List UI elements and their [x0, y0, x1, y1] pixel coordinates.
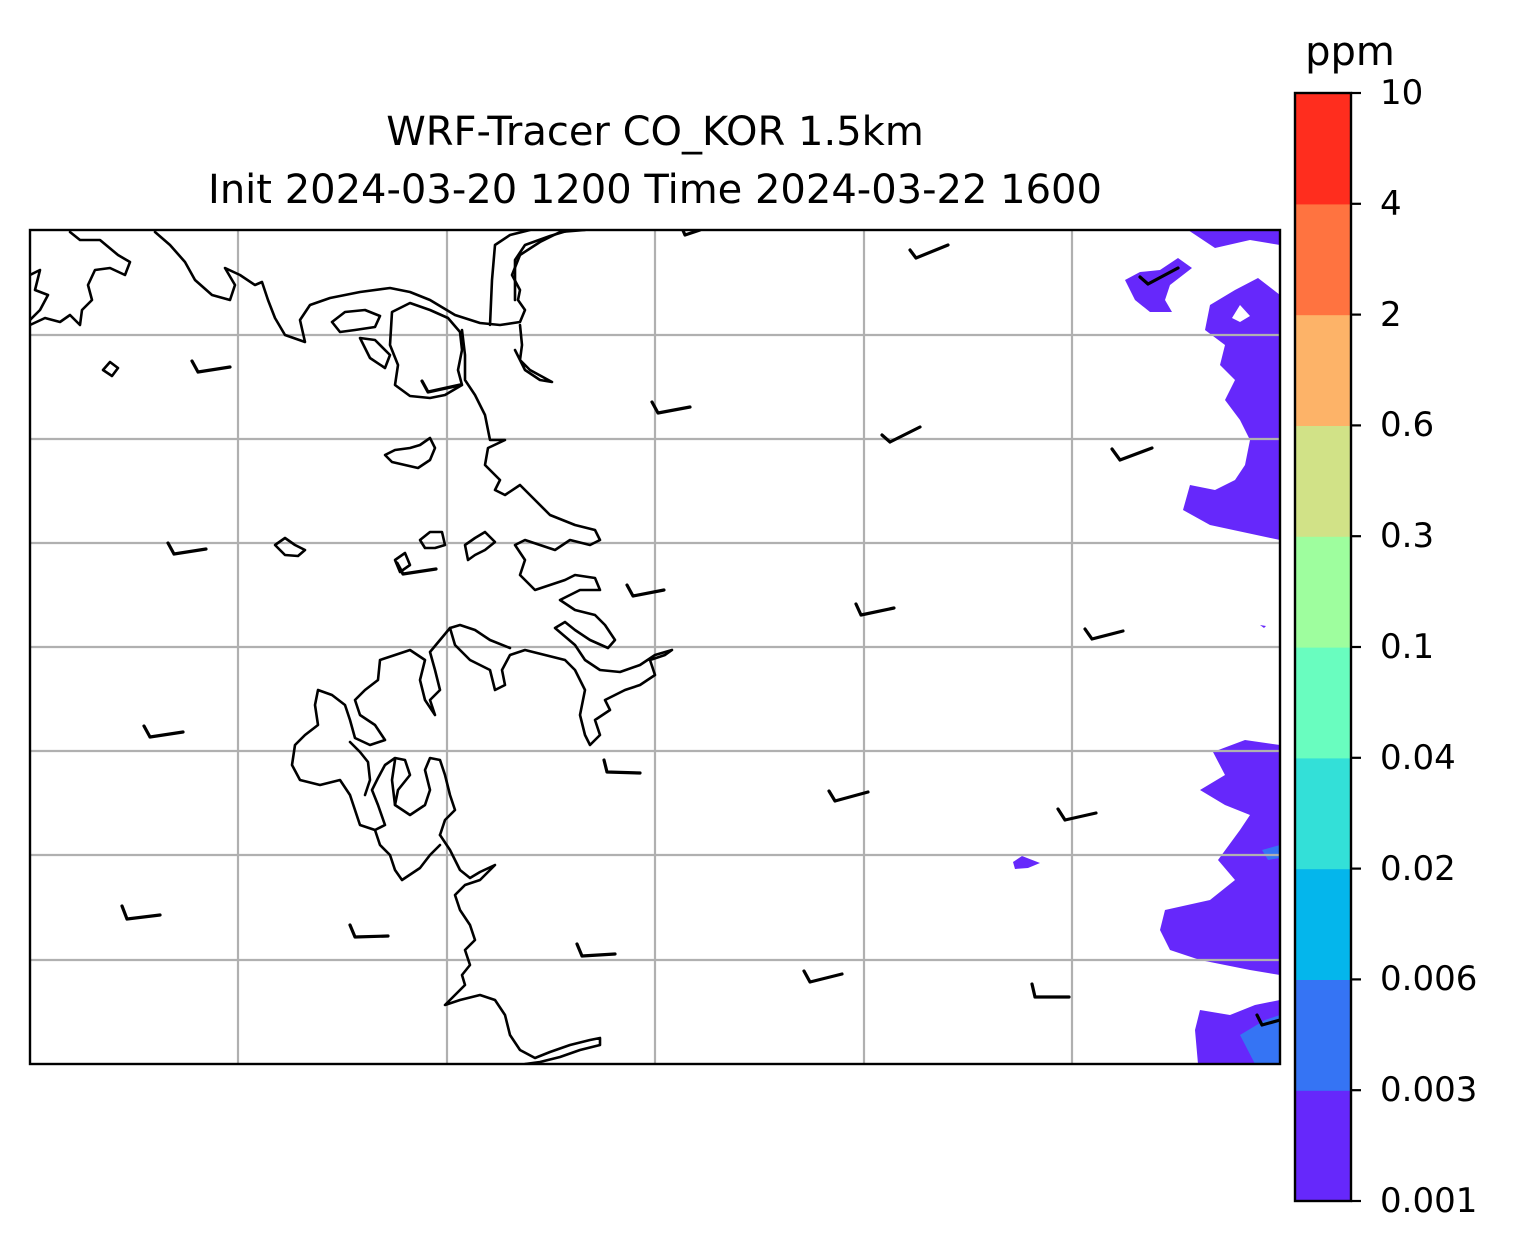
colorbar-ticks [1351, 91, 1361, 1203]
tracer-region-east-south [1160, 740, 1280, 975]
wind-barb [1138, 266, 1180, 286]
coastline-island-mid-2 [418, 530, 447, 550]
coastline-ganghwa-island [388, 301, 464, 400]
colorbar-tick-label: 2 [1380, 294, 1402, 335]
colorbar [1293, 91, 1361, 1203]
figure-title: WRF-Tracer CO_KOR 1.5km [386, 109, 924, 155]
colorbar-tick-label: 0.003 [1380, 1070, 1478, 1111]
colorbar-band [1295, 93, 1351, 205]
wind-barb [908, 243, 950, 260]
wind-barb [602, 758, 642, 775]
coastlines [30, 230, 674, 1064]
colorbar-band [1295, 647, 1351, 759]
coastline-island-north-2 [358, 336, 392, 370]
tracer-region-east-north [1183, 230, 1280, 540]
coastline-island-mid-3 [463, 530, 497, 562]
gridlines [30, 230, 1280, 1064]
wind-barb [802, 969, 844, 984]
coastline-han-estuary [488, 230, 572, 384]
colorbar-bands [1295, 93, 1351, 1202]
tracer-blob-small [1013, 856, 1040, 869]
colorbar-tick-label: 10 [1380, 73, 1424, 113]
wind-barb [348, 923, 390, 939]
wind-barb [420, 379, 462, 394]
tracer-blob-north-hole [1232, 305, 1250, 322]
colorbar-band [1295, 536, 1351, 648]
colorbar-band [1295, 203, 1351, 316]
colorbar-band [1295, 868, 1351, 980]
tracer-speck [1260, 625, 1266, 628]
wind-barb [190, 359, 232, 374]
colorbar-unit-label: ppm [1305, 29, 1395, 75]
coastline-peninsula-inner [348, 740, 397, 807]
coastline-taean [438, 833, 602, 1064]
map-panel [28, 228, 1282, 1066]
colorbar-tick-label: 0.006 [1380, 959, 1478, 1000]
coastline-west-main [448, 328, 674, 747]
colorbar-tick-label: 4 [1380, 183, 1402, 224]
wind-barb [1083, 627, 1125, 641]
colorbar-frame [1293, 91, 1353, 1203]
wind-barb [650, 400, 692, 415]
wind-barb [1030, 982, 1071, 999]
coastline-incheon-islands [383, 436, 437, 470]
wind-barb [880, 425, 922, 444]
colorbar-tick-label: 0.001 [1380, 1181, 1478, 1221]
coastline-asan-bay [290, 626, 457, 837]
colorbar-band [1295, 1090, 1351, 1202]
wind-barb [142, 724, 185, 739]
colorbar-band [1295, 757, 1351, 870]
colorbar-band [1295, 979, 1351, 1091]
wind-barb [827, 789, 870, 803]
coastline-northwest [30, 230, 132, 327]
wind-barb [575, 942, 617, 958]
colorbar-tick-label: 0.1 [1380, 627, 1435, 667]
wind-barb [120, 904, 162, 921]
colorbar-tick-label: 0.02 [1380, 848, 1456, 889]
colorbar-tick-label: 0.3 [1380, 516, 1435, 557]
coastline-island-mid-1 [273, 536, 307, 558]
map-frame [28, 228, 1282, 1066]
colorbar-tick-label: 0.6 [1380, 405, 1435, 446]
tracer-region-east-edge [1262, 845, 1280, 860]
tracer-contours [1013, 230, 1280, 1064]
colorbar-band [1295, 425, 1351, 537]
wind-barb [854, 602, 896, 617]
figure-subtitle: Init 2024-03-20 1200 Time 2024-03-22 160… [208, 167, 1102, 213]
wind-barbs [120, 230, 1280, 1027]
wind-barb [1255, 1013, 1280, 1027]
coastline-cheonsu-bay [373, 828, 442, 882]
tracer-region-southeast-core [1240, 1015, 1280, 1064]
wind-barb [166, 541, 208, 556]
wind-barb [1110, 446, 1154, 462]
wind-barb [625, 583, 666, 598]
colorbar-band [1295, 314, 1351, 426]
coastline-island-north-1 [330, 308, 382, 334]
wind-barb [1056, 807, 1098, 822]
tracer-blob-northeast [1125, 258, 1192, 312]
wind-barb [395, 561, 438, 576]
colorbar-tick-label: 0.04 [1380, 737, 1456, 778]
coastline-north-peninsula [153, 230, 587, 344]
coastline-island-north-3 [101, 360, 120, 378]
